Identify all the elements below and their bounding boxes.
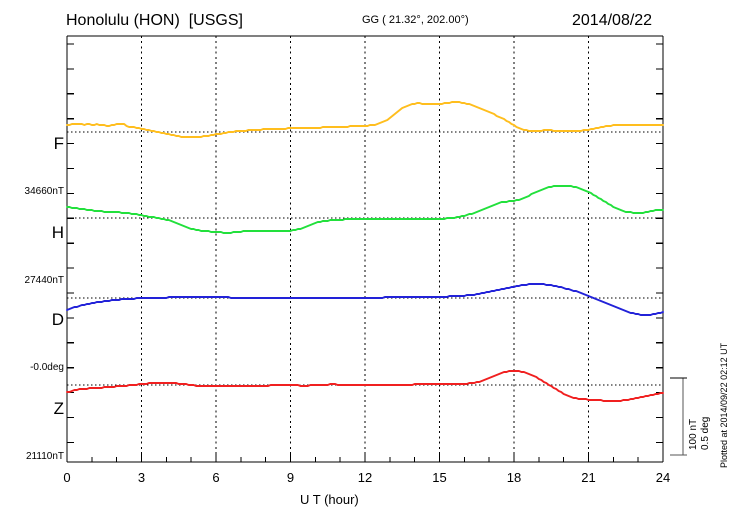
x-tick-label-6: 6 <box>212 470 220 485</box>
x-tick-label-3: 3 <box>137 470 146 485</box>
plotted-at-timestamp: Plotted at 2014/09/22 02:12 UT <box>719 342 729 468</box>
component-name-z: Z <box>53 399 64 418</box>
data-traces <box>66 101 664 402</box>
scale-bar <box>670 377 687 456</box>
geographic-coordinates: GG ( 21.32°, 202.00°) <box>362 14 469 26</box>
x-tick-label-18: 18 <box>506 470 522 485</box>
component-baseline-d: -0.0deg <box>30 362 64 373</box>
component-label-h: H 27440nT <box>4 192 64 318</box>
station-title: Honolulu (HON) [USGS] <box>66 12 243 29</box>
component-label-d: D -0.0deg <box>4 279 64 405</box>
component-baseline-z: 21110nT <box>26 451 64 462</box>
component-name-f: F <box>53 134 64 153</box>
scale-bar-deg-label: 0.5 deg <box>700 416 711 450</box>
component-baseline-f: 34660nT <box>24 186 64 197</box>
component-baseline-h: 27440nT <box>24 275 64 286</box>
x-tick-label-9: 9 <box>286 470 295 485</box>
x-tick-label-0: 0 <box>63 470 71 485</box>
scale-bar-nt-label: 100 nT <box>688 418 699 450</box>
baseline-reference-lines <box>67 131 663 386</box>
component-label-f: F 34660nT <box>4 103 64 229</box>
component-label-z: Z 21110nT <box>4 368 64 494</box>
x-axis-title: U T (hour) <box>300 492 359 507</box>
component-name-h: H <box>51 223 64 242</box>
x-tick-label-15: 15 <box>432 470 447 485</box>
axis-ticks <box>66 43 664 462</box>
observation-date: 2014/08/22 <box>572 12 653 29</box>
grid-lines <box>140 36 590 462</box>
x-tick-label-12: 12 <box>357 470 373 485</box>
x-tick-label-24: 24 <box>655 470 671 485</box>
component-name-d: D <box>51 310 64 329</box>
x-tick-label-21: 21 <box>581 470 596 485</box>
